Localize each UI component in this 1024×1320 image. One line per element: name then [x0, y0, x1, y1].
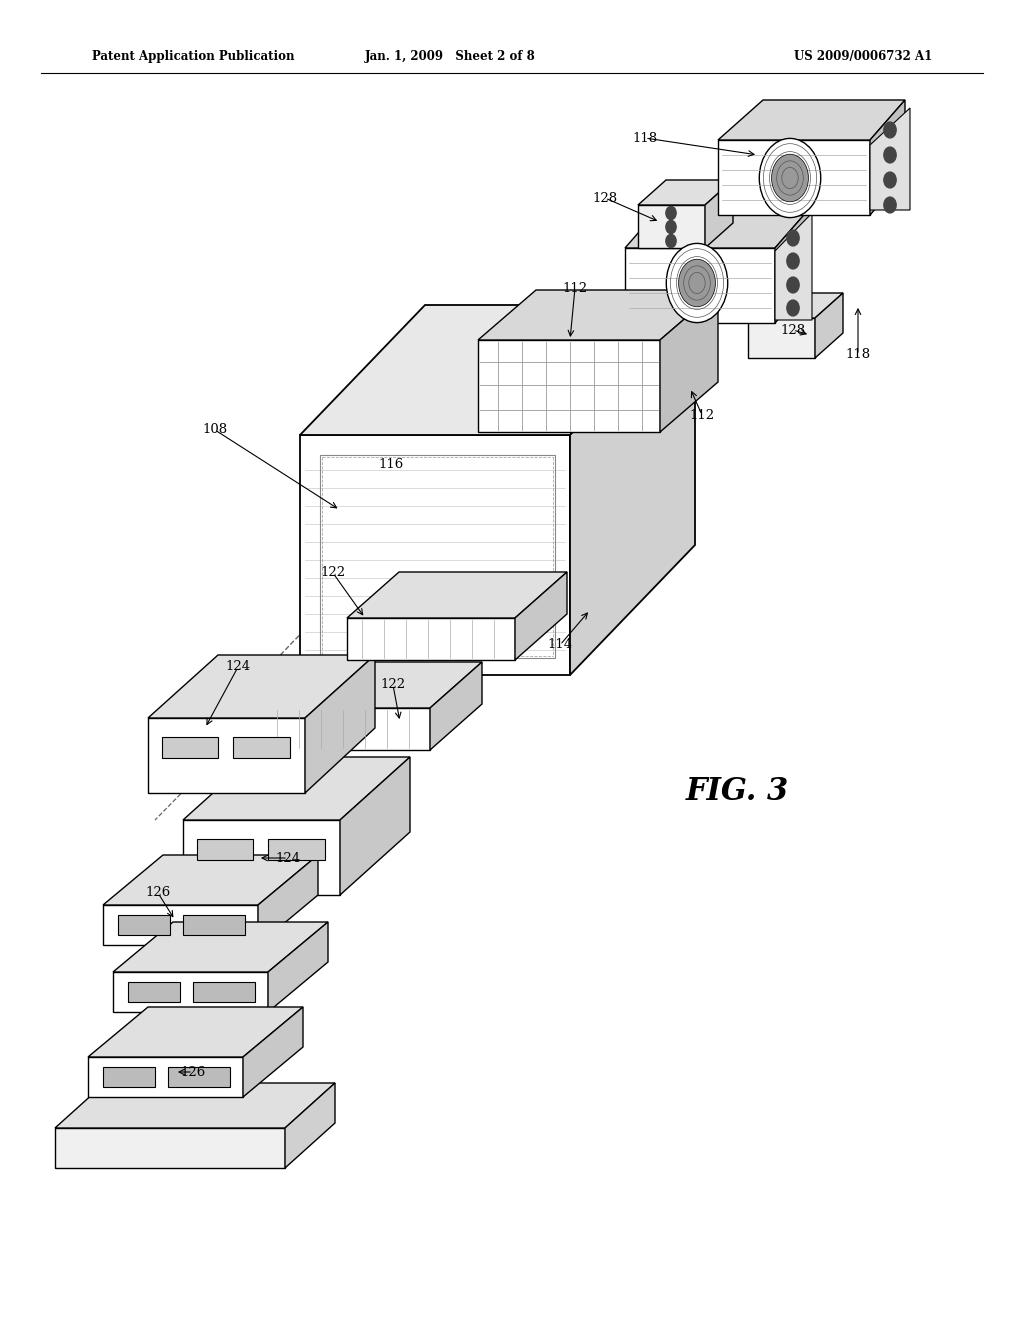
Polygon shape [570, 305, 695, 675]
Polygon shape [718, 140, 870, 215]
Polygon shape [870, 100, 905, 215]
Text: 112: 112 [689, 408, 715, 421]
Circle shape [666, 220, 676, 234]
Text: 128: 128 [593, 191, 617, 205]
Polygon shape [258, 855, 318, 945]
Polygon shape [718, 100, 905, 140]
Polygon shape [285, 1082, 335, 1168]
Text: 124: 124 [275, 851, 301, 865]
Polygon shape [103, 906, 258, 945]
Circle shape [884, 121, 896, 137]
Circle shape [759, 139, 820, 218]
Polygon shape [168, 1067, 230, 1086]
Polygon shape [775, 213, 812, 319]
Polygon shape [88, 1057, 243, 1097]
Polygon shape [430, 663, 482, 750]
Text: 112: 112 [562, 281, 588, 294]
Text: 126: 126 [180, 1065, 206, 1078]
Polygon shape [148, 655, 375, 718]
Text: 124: 124 [225, 660, 251, 673]
Polygon shape [262, 708, 430, 750]
Text: Patent Application Publication: Patent Application Publication [92, 50, 295, 63]
Circle shape [884, 147, 896, 162]
Circle shape [679, 259, 716, 306]
Polygon shape [243, 1007, 303, 1097]
Polygon shape [300, 305, 695, 436]
Polygon shape [128, 982, 180, 1002]
Polygon shape [55, 1129, 285, 1168]
Polygon shape [268, 921, 328, 1012]
Circle shape [786, 230, 799, 246]
Polygon shape [347, 618, 515, 660]
Text: 118: 118 [846, 348, 870, 362]
Polygon shape [300, 436, 570, 675]
Polygon shape [748, 318, 815, 358]
Polygon shape [197, 840, 253, 861]
Polygon shape [103, 855, 318, 906]
Text: FIG. 3: FIG. 3 [686, 776, 788, 808]
Polygon shape [162, 737, 218, 758]
Text: 128: 128 [780, 323, 806, 337]
Polygon shape [233, 737, 290, 758]
Polygon shape [660, 290, 718, 432]
Polygon shape [268, 840, 325, 861]
Polygon shape [705, 180, 733, 248]
Circle shape [667, 243, 728, 322]
Polygon shape [638, 205, 705, 248]
Circle shape [771, 154, 808, 202]
Polygon shape [870, 108, 910, 210]
Polygon shape [340, 756, 410, 895]
Polygon shape [625, 209, 810, 248]
Polygon shape [305, 655, 375, 793]
Text: 122: 122 [321, 566, 345, 579]
Polygon shape [148, 718, 305, 793]
Polygon shape [775, 209, 810, 323]
Text: 126: 126 [145, 887, 171, 899]
Circle shape [884, 197, 896, 213]
Polygon shape [748, 293, 843, 318]
Polygon shape [183, 756, 410, 820]
Text: 122: 122 [381, 678, 406, 692]
Circle shape [666, 235, 676, 248]
Polygon shape [88, 1007, 303, 1057]
Polygon shape [183, 915, 245, 935]
Polygon shape [478, 341, 660, 432]
Polygon shape [478, 290, 718, 341]
Circle shape [666, 206, 676, 219]
Polygon shape [347, 572, 567, 618]
Text: 114: 114 [548, 639, 572, 652]
Polygon shape [113, 921, 328, 972]
Circle shape [786, 300, 799, 315]
Text: US 2009/0006732 A1: US 2009/0006732 A1 [794, 50, 932, 63]
Polygon shape [638, 180, 733, 205]
Circle shape [884, 172, 896, 187]
Circle shape [786, 253, 799, 269]
Polygon shape [815, 293, 843, 358]
Polygon shape [625, 248, 775, 323]
Text: 108: 108 [203, 424, 227, 437]
Polygon shape [515, 572, 567, 660]
Polygon shape [262, 663, 482, 708]
Circle shape [786, 277, 799, 293]
Text: Jan. 1, 2009   Sheet 2 of 8: Jan. 1, 2009 Sheet 2 of 8 [366, 50, 536, 63]
Text: 116: 116 [378, 458, 403, 471]
Polygon shape [113, 972, 268, 1012]
Polygon shape [193, 982, 255, 1002]
Polygon shape [118, 915, 170, 935]
Polygon shape [183, 820, 340, 895]
Polygon shape [55, 1082, 335, 1129]
Polygon shape [103, 1067, 155, 1086]
Text: 118: 118 [633, 132, 657, 144]
